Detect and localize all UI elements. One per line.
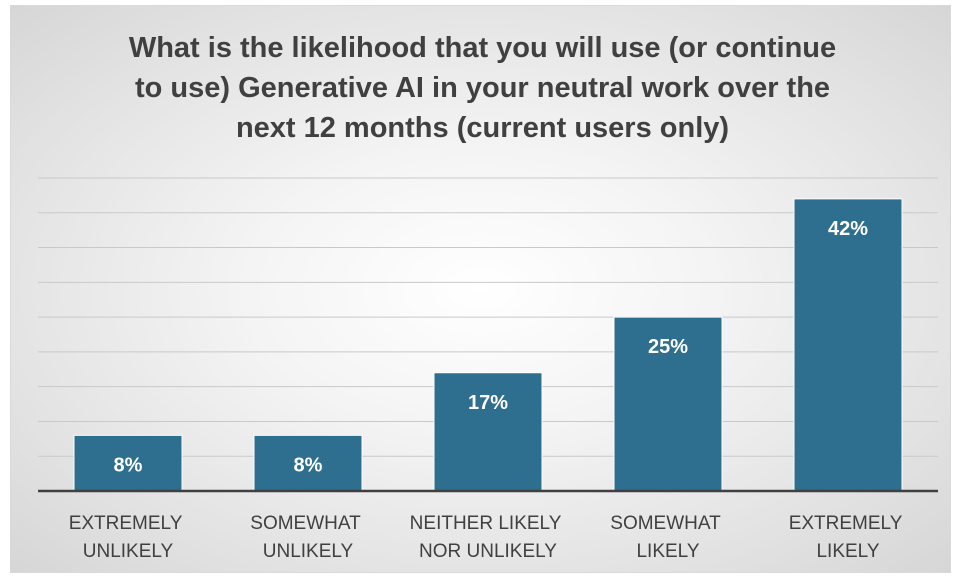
x-tick-label: EXTREMELY LIKELY xyxy=(789,513,908,562)
data-labels: 8% 8% 17% 25% 42% xyxy=(114,218,869,476)
x-tick-label: NEITHER LIKELY NOR UNLIKELY xyxy=(410,513,567,562)
bar xyxy=(253,434,363,492)
bar xyxy=(433,372,543,492)
x-tick-label: SOMEWHAT UNLIKELY xyxy=(250,513,365,562)
bars xyxy=(73,198,903,492)
data-label: 25% xyxy=(648,336,688,358)
data-label: 17% xyxy=(468,392,508,414)
data-label: 42% xyxy=(828,218,868,240)
bar xyxy=(793,198,903,492)
bar xyxy=(73,434,183,492)
data-label: 8% xyxy=(294,454,323,476)
x-tick-label: SOMEWHAT LIKELY xyxy=(610,513,725,562)
data-label: 8% xyxy=(114,454,143,476)
bar xyxy=(613,316,723,492)
x-tick-label: EXTREMELY UNLIKELY xyxy=(69,513,188,562)
x-tick-labels: EXTREMELY UNLIKELY SOMEWHAT UNLIKELY NEITH… xyxy=(69,513,908,562)
chart-title: What is the likelihood that you will use… xyxy=(128,32,837,144)
